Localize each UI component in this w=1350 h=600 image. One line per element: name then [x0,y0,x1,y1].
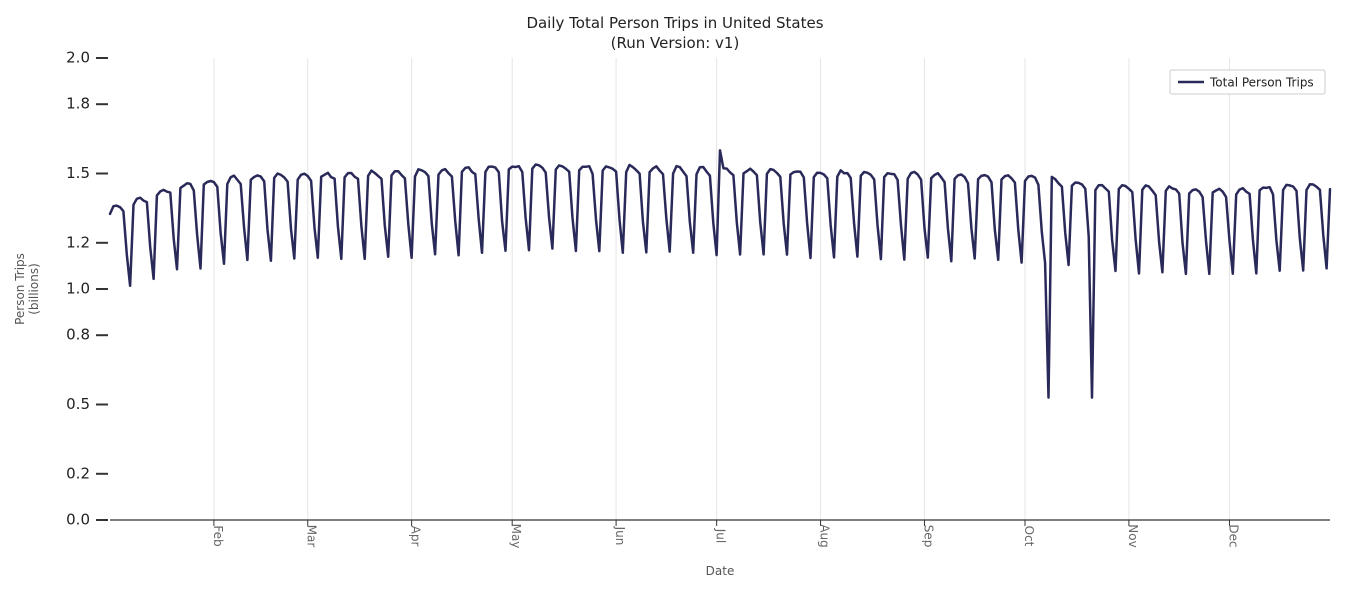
xtick-label: Sep [921,525,935,548]
ytick-label: 1.0 [66,280,90,298]
chart-title-line1: Daily Total Person Trips in United State… [526,14,823,32]
xtick-label: Aug [818,524,832,547]
xtick-label: Dec [1226,524,1240,547]
ytick-label: 0.0 [66,511,90,529]
xtick-label: Jul [714,528,728,543]
legend: Total Person Trips [1170,70,1325,94]
y-axis-label-line2: (billions) [27,263,41,315]
xtick-label: Jun [613,526,627,546]
xtick-label: Apr [409,526,423,547]
ytick-label: 2.0 [66,49,90,67]
x-axis-label: Date [706,564,735,578]
xtick-label: Oct [1022,526,1036,547]
chart-container: Daily Total Person Trips in United State… [0,0,1350,600]
xtick-label: Feb [211,525,225,546]
y-axis-label-group: Person Trips (billions) [13,253,41,325]
xtick-label: Nov [1126,524,1140,547]
ytick-label: 1.2 [66,233,90,251]
xtick-label: Mar [305,525,319,548]
ytick-label: 1.5 [66,164,90,182]
chart-title-line2: (Run Version: v1) [611,34,740,52]
ytick-label: 0.8 [66,326,90,344]
xticks-group: Feb Mar Apr May Jun Jul Aug Sep Oct Nov Dec [211,520,1241,548]
yticks-group: 0.0 0.2 0.5 0.8 1.0 1.2 1.5 1.8 2.0 [66,49,108,529]
grid-group [214,58,1230,520]
xtick-label: May [509,524,523,549]
legend-label: Total Person Trips [1209,76,1314,90]
ytick-label: 1.8 [66,95,90,113]
chart-svg: Daily Total Person Trips in United State… [0,0,1350,600]
ytick-label: 0.5 [66,395,90,413]
y-axis-label-line1: Person Trips [13,253,27,325]
series-line [110,150,1330,397]
ytick-label: 0.2 [66,464,90,482]
